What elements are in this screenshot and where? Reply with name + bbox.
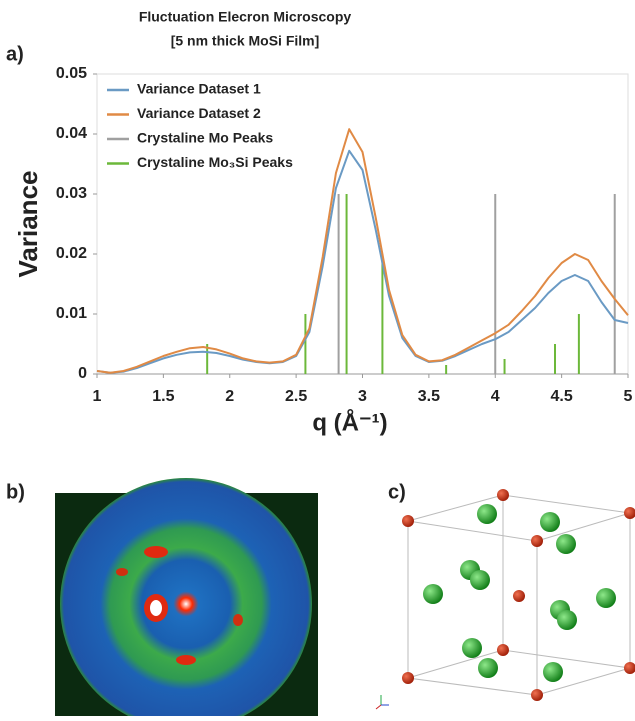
chart-title: Fluctuation Elecron Microscopy <box>139 9 352 25</box>
chart-subtitle: [5 nm thick MoSi Film] <box>171 33 320 49</box>
panel-label: b) <box>6 481 25 503</box>
data-line <box>96 128 629 374</box>
x-tick-label: 3 <box>358 388 367 405</box>
plot-area: 0 0.01 0.02 0.03 0.04 0.05 1 1.5 2 2.5 3 3.5 4 4.5 5 Va… <box>56 65 633 405</box>
legend-label: Variance Dataset 2 <box>137 105 261 121</box>
y-tick-label: 0.03 <box>56 185 87 202</box>
y-tick-label: 0.01 <box>56 305 87 322</box>
crystal-structure <box>375 489 635 710</box>
panel-label: c) <box>388 481 406 503</box>
x-tick-label: 2 <box>225 388 234 405</box>
x-tick-label: 3.5 <box>418 388 440 405</box>
x-tick-label: 1.5 <box>152 388 174 405</box>
x-tick-label: 4.5 <box>551 388 573 405</box>
x-tick-label: 5 <box>624 388 633 405</box>
diffraction-image <box>55 478 318 721</box>
legend-label: Crystaline Mo Peaks <box>137 130 273 146</box>
panel-label: a) <box>6 43 24 65</box>
legend-label: Crystaline Mo₃Si Peaks <box>137 154 293 170</box>
y-tick-label: 0.02 <box>56 245 87 262</box>
x-axis-label: q (Å⁻¹) <box>312 408 387 436</box>
y-tick-label: 0 <box>78 365 87 382</box>
x-tick-label: 4 <box>491 388 500 405</box>
x-tick-label: 2.5 <box>285 388 307 405</box>
y-tick-label: 0.05 <box>56 65 87 82</box>
x-tick-label: 1 <box>93 388 102 405</box>
y-axis-label: Variance <box>13 171 43 278</box>
data-line <box>96 149 629 374</box>
y-tick-label: 0.04 <box>56 125 87 142</box>
legend-label: Variance Dataset 1 <box>137 81 261 97</box>
